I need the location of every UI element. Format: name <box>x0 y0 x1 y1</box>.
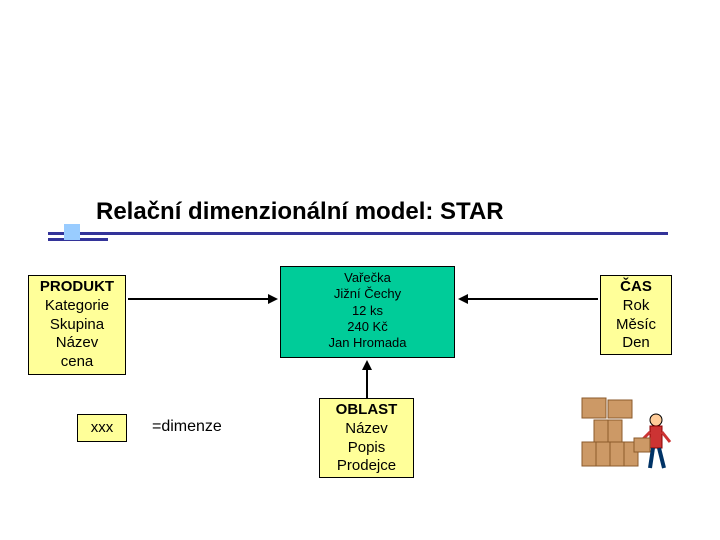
fact-box: Vařečka Jižní Čechy 12 ks 240 Kč Jan Hro… <box>280 266 455 358</box>
dim-cas-attr: Rok <box>601 297 671 316</box>
dim-produkt-attr: Název <box>29 334 125 353</box>
arrow-cas-head <box>458 294 468 304</box>
dim-oblast-attr: Popis <box>320 439 413 458</box>
slide: Relační dimenzionální model: STAR PRODUK… <box>0 0 720 540</box>
dim-produkt-head: PRODUKT <box>29 278 125 297</box>
fact-line: 12 ks <box>281 303 454 319</box>
dim-box-cas: ČAS Rok Měsíc Den <box>600 275 672 355</box>
dim-produkt-attr: Skupina <box>29 316 125 335</box>
dim-cas-head: ČAS <box>601 278 671 297</box>
dim-oblast-attr: Prodejce <box>320 457 413 476</box>
title-underline-long <box>48 232 668 235</box>
arrow-produkt-line <box>128 298 270 300</box>
dim-box-produkt: PRODUKT Kategorie Skupina Název cena <box>28 275 126 375</box>
title-square <box>64 224 80 240</box>
dim-oblast-attr: Název <box>320 420 413 439</box>
dim-produkt-attr: Kategorie <box>29 297 125 316</box>
legend-dim-label: =dimenze <box>152 418 222 436</box>
fact-line: Jižní Čechy <box>281 286 454 302</box>
dim-cas-attr: Měsíc <box>601 316 671 335</box>
warehouse-clipart <box>580 392 680 478</box>
slide-title: Relační dimenzionální model: STAR <box>96 198 504 226</box>
arrow-produkt-head <box>268 294 278 304</box>
fact-line: Vařečka <box>281 270 454 286</box>
fact-line: 240 Kč <box>281 319 454 335</box>
dim-cas-attr: Den <box>601 334 671 353</box>
arrow-oblast-head <box>362 360 372 370</box>
dim-produkt-attr: cena <box>29 353 125 372</box>
fact-line: Jan Hromada <box>281 335 454 351</box>
dim-oblast-head: OBLAST <box>320 401 413 420</box>
legend-swatch: xxx <box>77 414 127 442</box>
arrow-oblast-line <box>366 370 368 398</box>
dim-box-oblast: OBLAST Název Popis Prodejce <box>319 398 414 478</box>
legend-xxx-label: xxx <box>91 419 114 436</box>
arrow-cas-line <box>468 298 598 300</box>
